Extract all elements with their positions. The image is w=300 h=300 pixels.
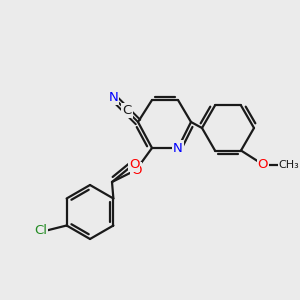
Text: N: N [108,91,118,104]
Text: O: O [129,158,139,170]
Text: O: O [131,164,141,176]
Text: N: N [173,142,183,154]
Text: Cl: Cl [34,224,47,237]
Text: CH₃: CH₃ [279,160,299,170]
Text: O: O [258,158,268,171]
Text: C: C [122,104,131,117]
